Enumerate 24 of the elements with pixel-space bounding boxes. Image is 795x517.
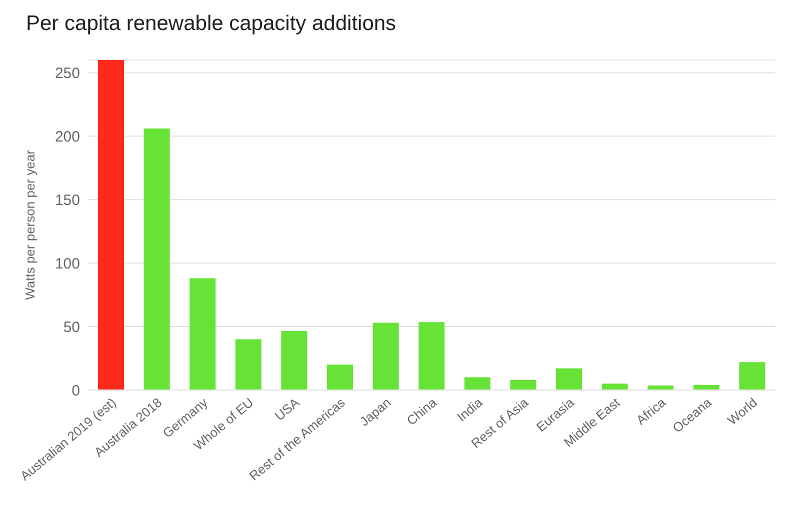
bar [372, 322, 399, 390]
x-tick-label: India [454, 394, 486, 424]
bar [556, 368, 582, 390]
bar [739, 362, 766, 390]
bar [144, 128, 170, 390]
y-tick-label: 100 [54, 255, 80, 272]
y-tick-label: 200 [54, 128, 80, 146]
bar [418, 322, 445, 390]
x-tick-label: USA [272, 394, 302, 424]
bar [235, 339, 262, 390]
bar [648, 386, 674, 390]
bar [327, 364, 353, 390]
bar [98, 60, 124, 390]
bar [281, 330, 308, 390]
bar [190, 278, 216, 390]
y-tick-label: 250 [54, 65, 80, 82]
y-tick-label: 50 [63, 318, 80, 336]
bar [602, 384, 628, 390]
bar [464, 377, 490, 390]
chart-title: Per capita renewable capacity additions [26, 12, 396, 36]
y-tick-label: 150 [54, 192, 80, 209]
bar [510, 380, 536, 390]
y-tick-label: 0 [72, 382, 80, 400]
y-axis-title: Watts per person per year [22, 149, 38, 300]
